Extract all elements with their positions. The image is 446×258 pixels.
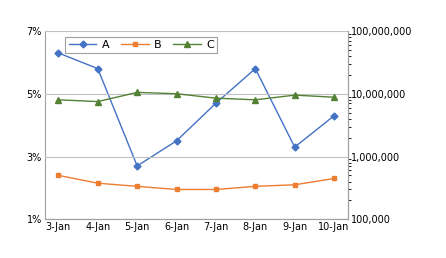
A bbox=[56, 51, 61, 54]
C bbox=[56, 98, 61, 101]
C bbox=[331, 96, 337, 99]
C bbox=[174, 92, 179, 95]
C bbox=[213, 97, 219, 100]
C bbox=[95, 100, 100, 103]
A bbox=[213, 102, 219, 105]
B bbox=[174, 188, 179, 191]
Line: C: C bbox=[56, 90, 337, 104]
A bbox=[174, 139, 179, 142]
A bbox=[292, 146, 297, 149]
C bbox=[292, 94, 297, 97]
B bbox=[56, 174, 61, 177]
B bbox=[213, 188, 219, 191]
Line: B: B bbox=[56, 173, 337, 192]
B bbox=[292, 183, 297, 186]
A bbox=[95, 67, 100, 70]
B bbox=[331, 177, 337, 180]
Line: A: A bbox=[56, 51, 337, 168]
A bbox=[252, 67, 258, 70]
B bbox=[95, 182, 100, 185]
C bbox=[135, 91, 140, 94]
A bbox=[135, 164, 140, 167]
B bbox=[135, 185, 140, 188]
B bbox=[252, 185, 258, 188]
A bbox=[331, 114, 337, 117]
C bbox=[252, 98, 258, 101]
Legend: A, B, C: A, B, C bbox=[65, 37, 217, 53]
